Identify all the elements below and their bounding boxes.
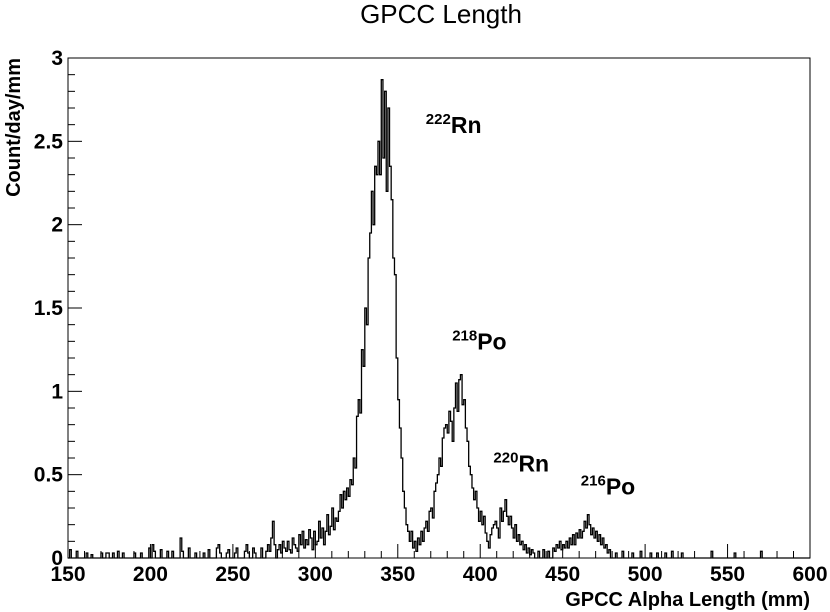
x-tick-label: 250: [215, 563, 250, 586]
y-tick-label: 1: [51, 380, 63, 403]
histogram-line: [68, 79, 810, 559]
chart-title: GPCC Length: [360, 0, 522, 29]
y-tick-label: 0.5: [34, 464, 64, 487]
y-tick-label: 0: [51, 547, 63, 570]
y-axis-label: Count/day/mm: [3, 58, 25, 197]
x-tick-label: 600: [792, 563, 827, 586]
isotope-label: 222Rn: [426, 111, 482, 138]
isotope-label: 216Po: [581, 473, 635, 500]
histogram-series: [68, 79, 810, 559]
x-tick-label: 550: [710, 563, 745, 586]
x-tick-label: 450: [545, 563, 580, 586]
x-tick-label: 200: [133, 563, 168, 586]
x-tick-label: 150: [50, 563, 85, 586]
isotope-element: Po: [477, 329, 506, 355]
isotope-element: Rn: [518, 450, 549, 476]
x-axis-label: GPCC Alpha Length (mm): [565, 589, 810, 611]
isotope-mass-number: 222: [426, 111, 451, 128]
y-tick-label: 1.5: [34, 297, 64, 320]
isotope-mass-number: 216: [581, 473, 606, 490]
x-tick-label: 350: [380, 563, 415, 586]
plot-frame: [67, 57, 811, 559]
plot-area-border: [67, 57, 811, 559]
isotope-mass-number: 220: [493, 449, 518, 466]
y-tick-label: 2: [51, 214, 63, 237]
isotope-mass-number: 218: [452, 328, 477, 345]
isotope-element: Po: [606, 474, 635, 500]
x-tick-label: 500: [628, 563, 663, 586]
x-tick-label: 400: [463, 563, 498, 586]
x-tick-label: 300: [298, 563, 333, 586]
isotope-label: 218Po: [452, 328, 506, 355]
isotope-label: 220Rn: [493, 449, 549, 476]
axis-ticks: 150 200 250 300 350 400 450 500 550 60000.511.522…: [34, 47, 828, 586]
y-tick-label: 3: [51, 47, 63, 70]
isotope-element: Rn: [451, 112, 482, 138]
y-tick-label: 2.5: [34, 130, 64, 153]
